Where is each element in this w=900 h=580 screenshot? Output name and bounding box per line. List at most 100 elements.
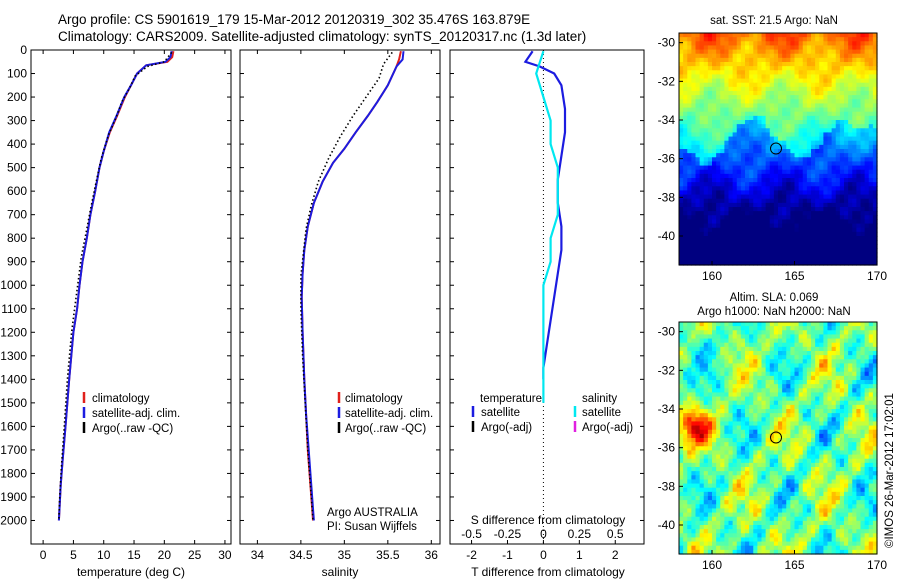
map-cell [831, 124, 837, 129]
map-cell [872, 475, 878, 481]
map-cell [823, 124, 829, 129]
map-cell [835, 351, 841, 356]
map-cell [848, 91, 853, 96]
map-cell [852, 91, 857, 96]
map-cell [728, 252, 734, 258]
map-cell [769, 53, 775, 59]
map-cell [732, 62, 738, 67]
map-cell [691, 198, 697, 204]
map-cell [827, 396, 833, 402]
temperature-xlabel: temperature (deg C) [77, 565, 185, 579]
map-cell [790, 169, 796, 175]
map-cell [827, 236, 833, 241]
legend-argo-label: Argo(..raw -QC) [92, 423, 173, 435]
map-cell [683, 207, 688, 212]
map-cell [778, 491, 783, 497]
map-cell [823, 409, 829, 414]
map-cell [716, 211, 721, 216]
map-cell [703, 380, 709, 385]
map-cell [790, 409, 796, 414]
map-cell [872, 41, 878, 47]
map-cell [769, 182, 775, 187]
map-cell [720, 190, 725, 196]
map-cell [806, 359, 812, 365]
map-cell [839, 375, 845, 381]
map-cell [868, 132, 874, 138]
map-cell [732, 132, 738, 138]
map-cell [831, 380, 837, 385]
map-cell [782, 404, 787, 410]
map-cell [823, 338, 829, 344]
map-cell [848, 248, 853, 254]
map-cell [794, 202, 800, 208]
map-cell [790, 165, 796, 171]
map-cell [749, 211, 754, 216]
map-cell [798, 479, 804, 485]
map-cell [848, 70, 853, 76]
map-cell [745, 346, 750, 352]
map-cell [844, 322, 849, 327]
map-cell [716, 438, 721, 443]
map-cell [716, 322, 721, 327]
map-cell [724, 41, 730, 47]
map-cell [782, 371, 787, 377]
map-cell [823, 392, 829, 398]
map-cell [823, 346, 829, 352]
map-cell [753, 107, 758, 113]
map-cell [868, 351, 874, 356]
temperature-axes-box [30, 49, 232, 545]
map-cell [782, 256, 787, 262]
map-cell [716, 144, 721, 150]
map-cell [872, 78, 878, 84]
map-cell [707, 462, 713, 468]
map-cell [753, 82, 758, 88]
map-cell [782, 417, 787, 423]
map-cell [802, 207, 808, 212]
map-cell [848, 351, 853, 356]
map-cell [707, 256, 713, 262]
map-cell [802, 409, 808, 414]
map-cell [732, 392, 738, 398]
map-cell [761, 66, 767, 71]
map-cell [806, 467, 812, 472]
map-cell [872, 103, 878, 109]
map-cell [703, 342, 709, 348]
map-cell [827, 326, 833, 331]
map-cell [724, 442, 730, 447]
map-cell [786, 338, 791, 344]
map-cell [802, 62, 808, 67]
map-cell [773, 240, 779, 245]
map-cell [753, 429, 758, 435]
map-cell [782, 186, 787, 192]
map-cell [848, 384, 853, 389]
map-cell [769, 178, 775, 183]
map-cell [679, 392, 684, 398]
map-cell [687, 380, 692, 385]
map-cell [794, 425, 800, 431]
map-cell [815, 95, 820, 100]
map-cell [802, 37, 808, 42]
map-cell [811, 128, 816, 134]
map-cell [761, 380, 767, 385]
map-cell [749, 153, 754, 158]
map-cell [819, 124, 824, 129]
map-cell [728, 169, 734, 175]
map-cell [839, 483, 845, 489]
map-cell [691, 244, 697, 250]
map-cell [724, 479, 730, 485]
map-cell [749, 438, 754, 443]
map-cell [790, 421, 796, 427]
map-cell [720, 37, 725, 42]
map-cell [691, 227, 697, 233]
map-cell [798, 227, 804, 233]
map-cell [815, 409, 820, 414]
map-cell [757, 338, 763, 344]
map-cell [765, 103, 771, 109]
map-cell [679, 161, 684, 167]
map-cell [778, 202, 783, 208]
map-cell [819, 475, 824, 481]
map-cell [872, 157, 878, 163]
map-cell [712, 107, 717, 113]
map-cell [699, 248, 705, 254]
map-cell [773, 421, 779, 427]
